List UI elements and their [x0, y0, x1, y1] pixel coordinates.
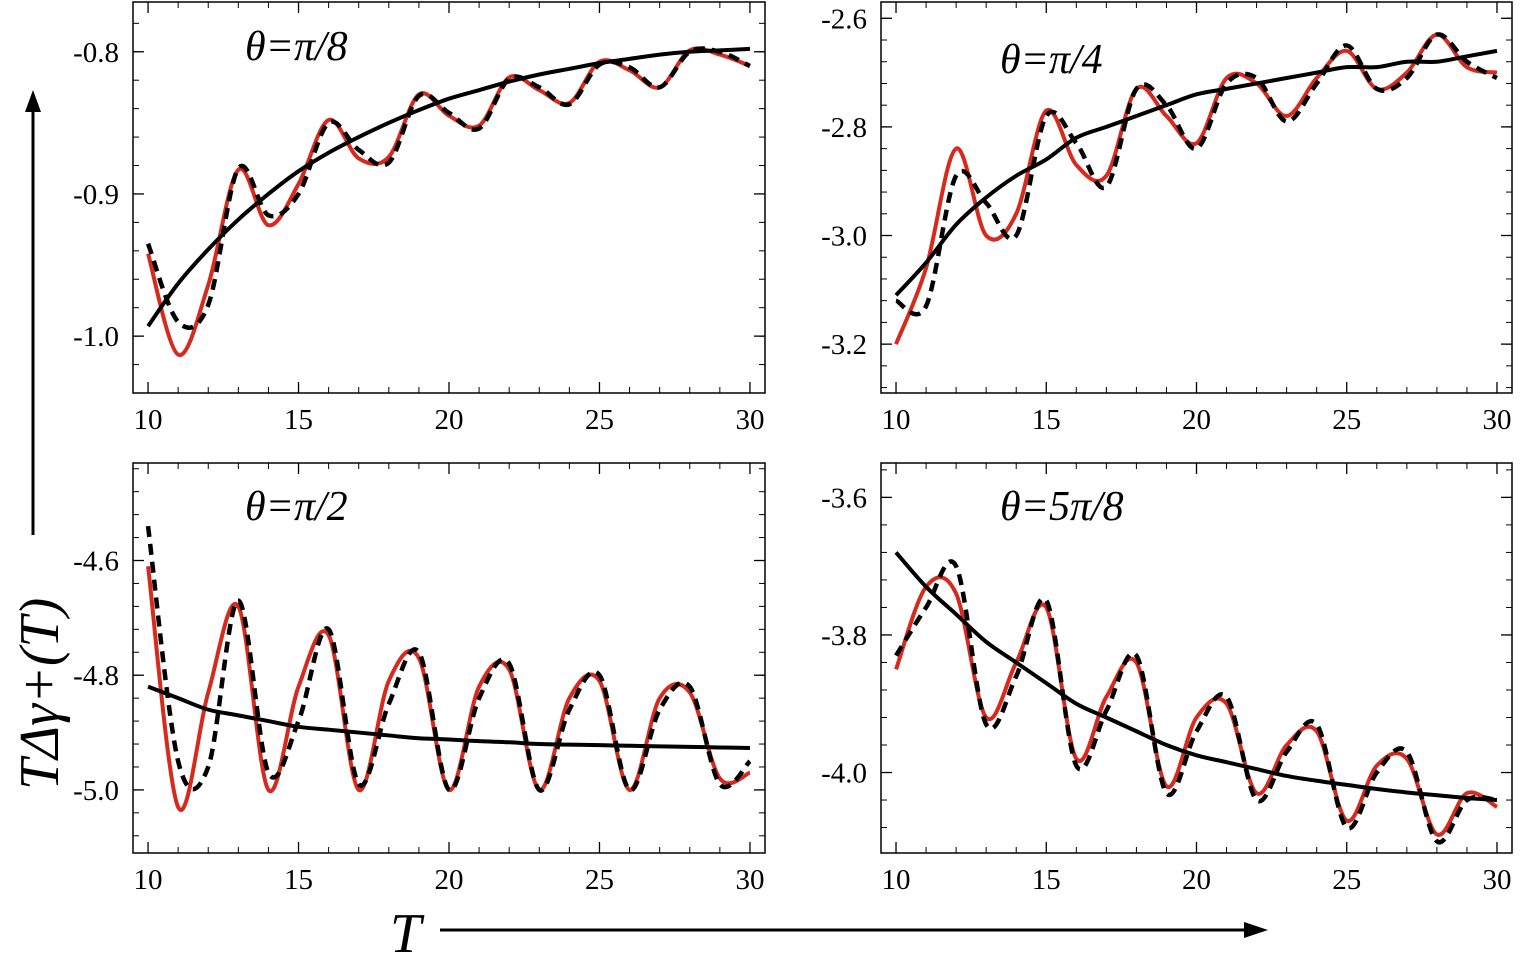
series-line-dashed-black — [894, 559, 1498, 845]
y-tick-label: -3.2 — [821, 329, 867, 361]
panel-title: θ=π/8 — [245, 24, 348, 70]
chart-panel-4: 10 15 20 25 30 -4.0 -3.8 -3.6 θ=5π/8 — [821, 462, 1513, 896]
x-tick-label: 15 — [284, 404, 313, 436]
y-axis-label-group: TΔγ+(T) — [9, 90, 71, 790]
series-line-solid-red — [146, 46, 751, 357]
x-tick-label: 10 — [134, 404, 163, 436]
series-group — [145, 46, 751, 357]
panel-title: θ=π/4 — [1000, 37, 1103, 83]
series-line-solid-black — [894, 48, 1498, 297]
x-tick-label: 20 — [1182, 404, 1211, 436]
y-axis-arrow-head — [25, 90, 41, 112]
y-tick-label: -4.8 — [73, 660, 119, 692]
series-line-solid-red — [894, 575, 1499, 837]
x-tick-label: 20 — [1182, 864, 1211, 896]
chart-panel-1: 10 15 20 25 30 -1.0 -0.9 -0.8 θ=π/8 — [73, 1, 766, 436]
y-tick-label: -3.0 — [821, 221, 867, 253]
y-tick-label: -2.8 — [821, 112, 867, 144]
panel-frame — [880, 462, 1513, 854]
series-line-solid-black — [147, 684, 750, 751]
y-tick-label: -4.6 — [73, 546, 119, 578]
panel-frame — [132, 462, 766, 854]
panel-frame — [880, 1, 1513, 394]
panel-frame — [132, 1, 766, 394]
x-tick-label: 30 — [1482, 864, 1511, 896]
x-axis-title: T — [390, 903, 425, 955]
panel-title: θ=5π/8 — [1000, 484, 1124, 530]
x-tick-label: 15 — [1032, 404, 1061, 436]
y-tick-label: -0.8 — [73, 37, 119, 69]
series-line-solid-red — [894, 32, 1498, 345]
x-tick-label: 15 — [284, 864, 313, 896]
x-tick-label: 15 — [1032, 864, 1061, 896]
x-tick-label: 25 — [1332, 404, 1361, 436]
x-tick-label: 30 — [1482, 404, 1511, 436]
x-tick-label: 30 — [735, 404, 764, 436]
panel-title: θ=π/2 — [245, 484, 348, 530]
series-line-solid-black — [894, 551, 1498, 803]
x-tick-label: 20 — [435, 864, 464, 896]
minor-ticks — [133, 463, 765, 853]
x-tick-label: 25 — [1332, 864, 1361, 896]
chart-panel-3: 10 15 20 25 30 -5.0 -4.8 -4.6 θ=π/2 — [73, 462, 766, 896]
series-group — [894, 551, 1499, 845]
x-tick-label: 10 — [882, 864, 911, 896]
series-line-dashed-black — [894, 32, 1499, 317]
y-tick-label: -5.0 — [73, 775, 119, 807]
x-tick-label: 10 — [134, 864, 163, 896]
y-tick-label: -4.0 — [821, 758, 867, 790]
y-tick-label: -0.9 — [73, 179, 119, 211]
series-line-solid-black — [146, 46, 751, 328]
panels-group: 10 15 20 25 30 -1.0 -0.9 -0.8 θ=π/8 10 15 20 25 30 -3.… — [73, 1, 1513, 896]
x-tick-label: 25 — [585, 864, 614, 896]
y-tick-label: -3.6 — [821, 482, 867, 514]
y-axis-title: TΔγ+(T) — [9, 598, 71, 790]
y-tick-label: -1.0 — [73, 321, 119, 353]
series-line-dashed-black — [145, 525, 752, 793]
x-tick-label: 30 — [735, 864, 764, 896]
x-axis-label-group: T — [390, 903, 1268, 955]
series-line-dashed-black — [145, 46, 751, 330]
y-tick-label: -2.6 — [821, 3, 867, 35]
x-tick-label: 10 — [882, 404, 911, 436]
series-group — [894, 32, 1499, 345]
y-tick-label: -3.8 — [821, 620, 867, 652]
chart-panel-2: 10 15 20 25 30 -3.2 -3.0 -2.8 -2.6 θ=π/4 — [821, 1, 1513, 436]
series-group — [145, 525, 752, 812]
x-tick-label: 20 — [435, 404, 464, 436]
x-tick-label: 25 — [585, 404, 614, 436]
x-axis-arrow-head — [1244, 922, 1268, 938]
